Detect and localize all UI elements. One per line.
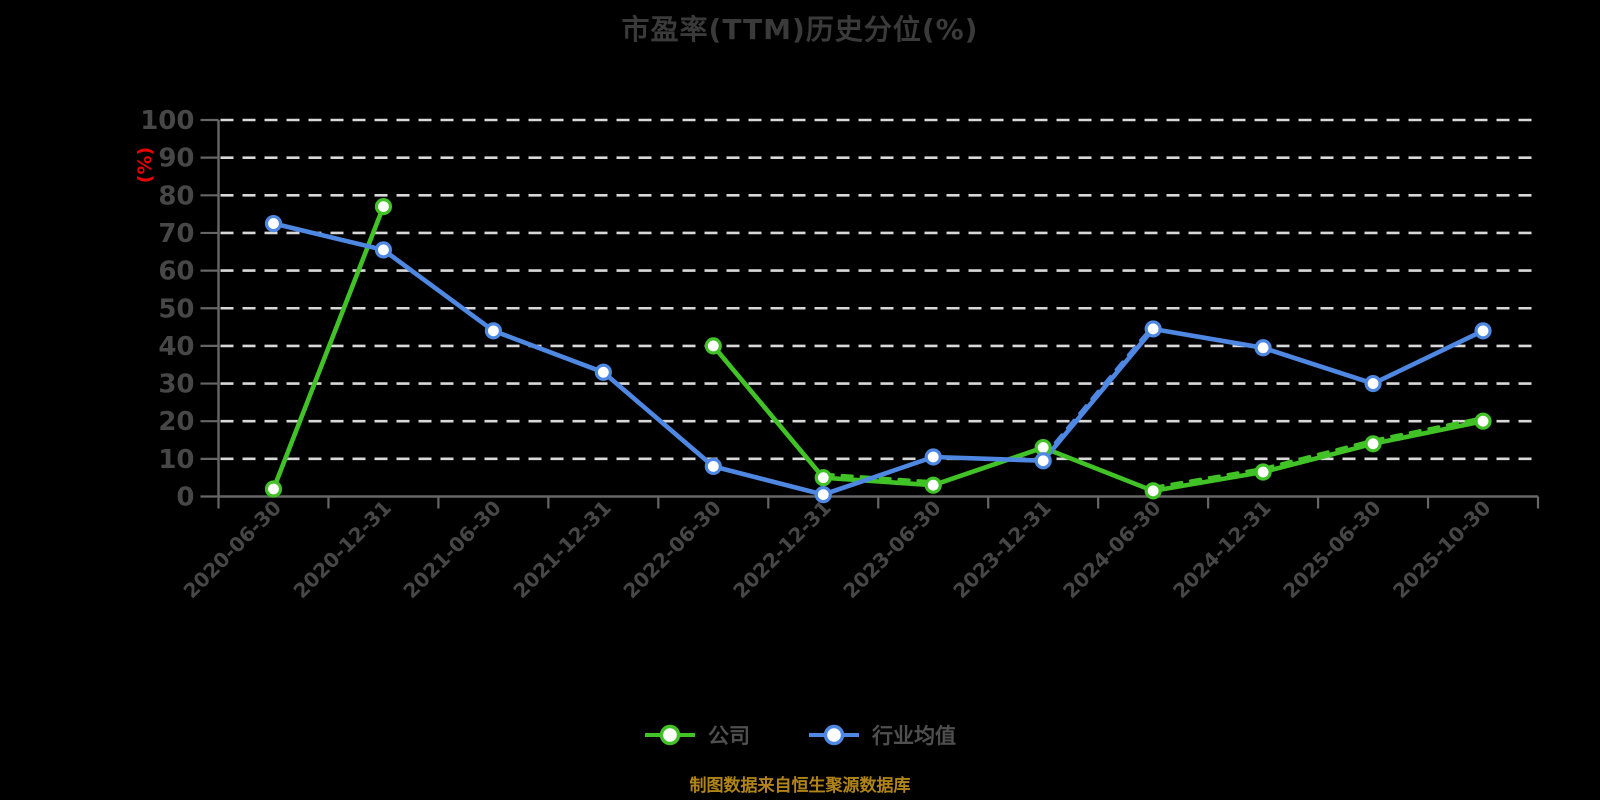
y-tick-label: 80 [158, 181, 194, 211]
industry-average-point[interactable] [1474, 322, 1492, 340]
legend: 公司 行业均值 [0, 720, 1600, 750]
company-dashed-line [821, 472, 935, 484]
x-tick-label: 2021-12-31 [508, 496, 615, 603]
y-tick-label: 60 [158, 257, 194, 287]
company-dashed-line [1371, 416, 1485, 442]
legend-marker-company-icon [645, 724, 695, 746]
y-tick-label: 50 [158, 294, 194, 324]
industry-average-point[interactable] [1254, 339, 1272, 357]
legend-item-industry-average[interactable]: 行业均值 [808, 720, 956, 750]
y-tick-label: 70 [158, 219, 194, 249]
industry-average-point[interactable] [1034, 452, 1052, 470]
y-tick-label: 10 [158, 445, 194, 475]
legend-item-company[interactable]: 公司 [644, 720, 750, 750]
x-tick-label: 2022-12-31 [728, 496, 835, 603]
y-axis-unit-label: (%) [134, 147, 156, 183]
company-dashed-line [1151, 466, 1265, 489]
industry-average-point[interactable] [1364, 374, 1382, 393]
x-tick-label: 2023-06-30 [838, 496, 945, 603]
x-tick-label: 2025-10-30 [1388, 496, 1495, 603]
legend-label-company: 公司 [708, 724, 750, 748]
x-tick-label: 2025-06-30 [1278, 496, 1385, 603]
company-point[interactable] [264, 480, 283, 498]
company-point[interactable] [1254, 463, 1272, 481]
industry-average-point[interactable] [924, 448, 942, 466]
industry-average-point[interactable] [484, 322, 502, 340]
company-point[interactable] [374, 197, 393, 216]
industry-average-dashed-line [1041, 323, 1155, 459]
y-tick-label: 90 [158, 144, 194, 174]
company-point[interactable] [814, 469, 832, 487]
industry-average-point[interactable] [264, 214, 283, 233]
x-tick-label: 2020-06-30 [179, 496, 286, 603]
industry-average-point[interactable] [1144, 320, 1162, 338]
company-dashed-line [1261, 438, 1375, 471]
data-source-note: 制图数据来自恒生聚源数据库 [689, 776, 911, 796]
industry-average-point[interactable] [374, 241, 393, 259]
y-tick-label: 100 [140, 106, 194, 136]
y-tick-label: 20 [158, 407, 194, 437]
x-tick-label: 2022-06-30 [618, 496, 725, 603]
company-point[interactable] [1364, 435, 1382, 453]
legend-label-industry-average: 行业均值 [872, 724, 956, 748]
company-point[interactable] [704, 337, 722, 355]
company-point[interactable] [924, 476, 942, 494]
industry-average-point[interactable] [704, 457, 722, 475]
x-tick-label: 2021-06-30 [398, 496, 505, 603]
company-line [271, 204, 1486, 494]
x-tick-label: 2024-12-31 [1168, 496, 1275, 603]
x-tick-label: 2020-12-31 [289, 496, 396, 603]
x-tick-label: 2023-12-31 [948, 496, 1055, 603]
company-point[interactable] [1144, 482, 1162, 500]
legend-marker-industry-average-icon [809, 724, 859, 746]
industry-average-point[interactable] [814, 486, 832, 504]
y-tick-label: 0 [176, 483, 194, 513]
chart-title: 市盈率(TTM)历史分位(%) [621, 13, 979, 46]
company-point[interactable] [1474, 412, 1492, 430]
x-tick-label: 2024-06-30 [1058, 496, 1165, 603]
y-tick-label: 30 [158, 370, 194, 400]
industry-average-line [271, 221, 1486, 497]
industry-average-point[interactable] [594, 363, 612, 381]
y-tick-label: 40 [158, 332, 194, 362]
